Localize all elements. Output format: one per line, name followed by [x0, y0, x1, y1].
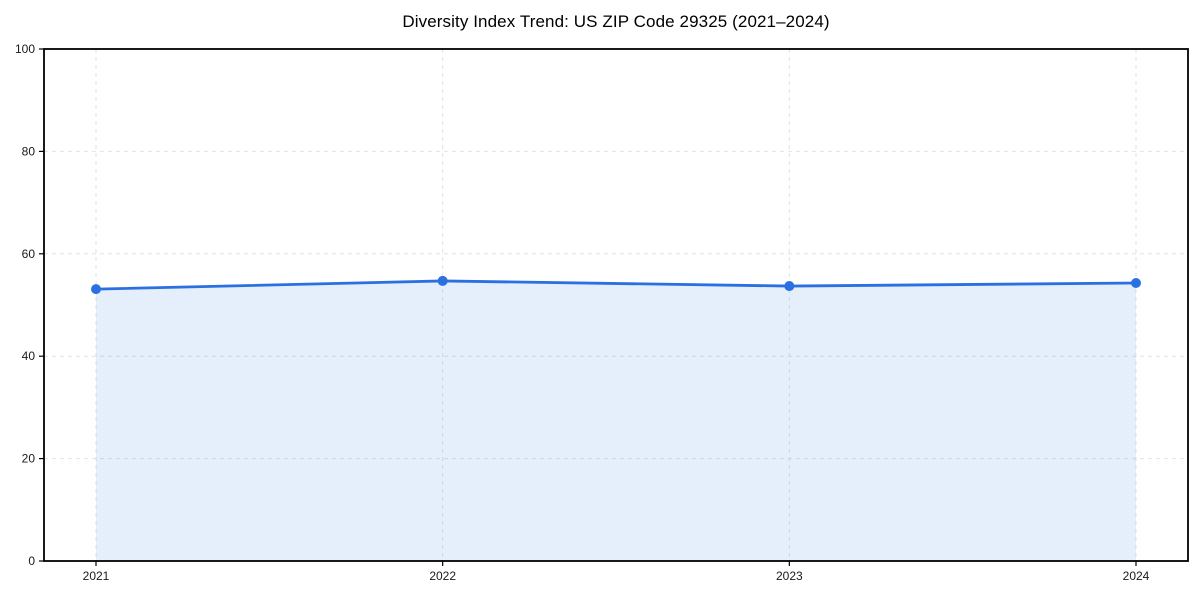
y-tick-label: 60: [22, 247, 36, 261]
data-point-marker: [91, 284, 101, 295]
x-tick-label: 2022: [429, 569, 456, 583]
chart-title: Diversity Index Trend: US ZIP Code 29325…: [402, 12, 830, 31]
data-point-marker: [437, 275, 448, 286]
y-tick-label: 80: [22, 144, 36, 158]
x-tick-label: 2021: [83, 569, 110, 583]
data-point-marker: [784, 281, 795, 292]
data-point-marker: [1131, 277, 1141, 288]
y-tick-label: 40: [22, 349, 36, 363]
area-fill: [96, 280, 1136, 561]
x-tick-label: 2024: [1123, 569, 1150, 583]
axes-frame: [43, 48, 1189, 562]
y-tick-label: 0: [28, 554, 35, 568]
x-tick-label: 2023: [776, 569, 803, 583]
y-tick-label: 20: [22, 452, 36, 466]
trend-line: [94, 279, 1138, 291]
y-tick-label: 100: [15, 42, 35, 56]
